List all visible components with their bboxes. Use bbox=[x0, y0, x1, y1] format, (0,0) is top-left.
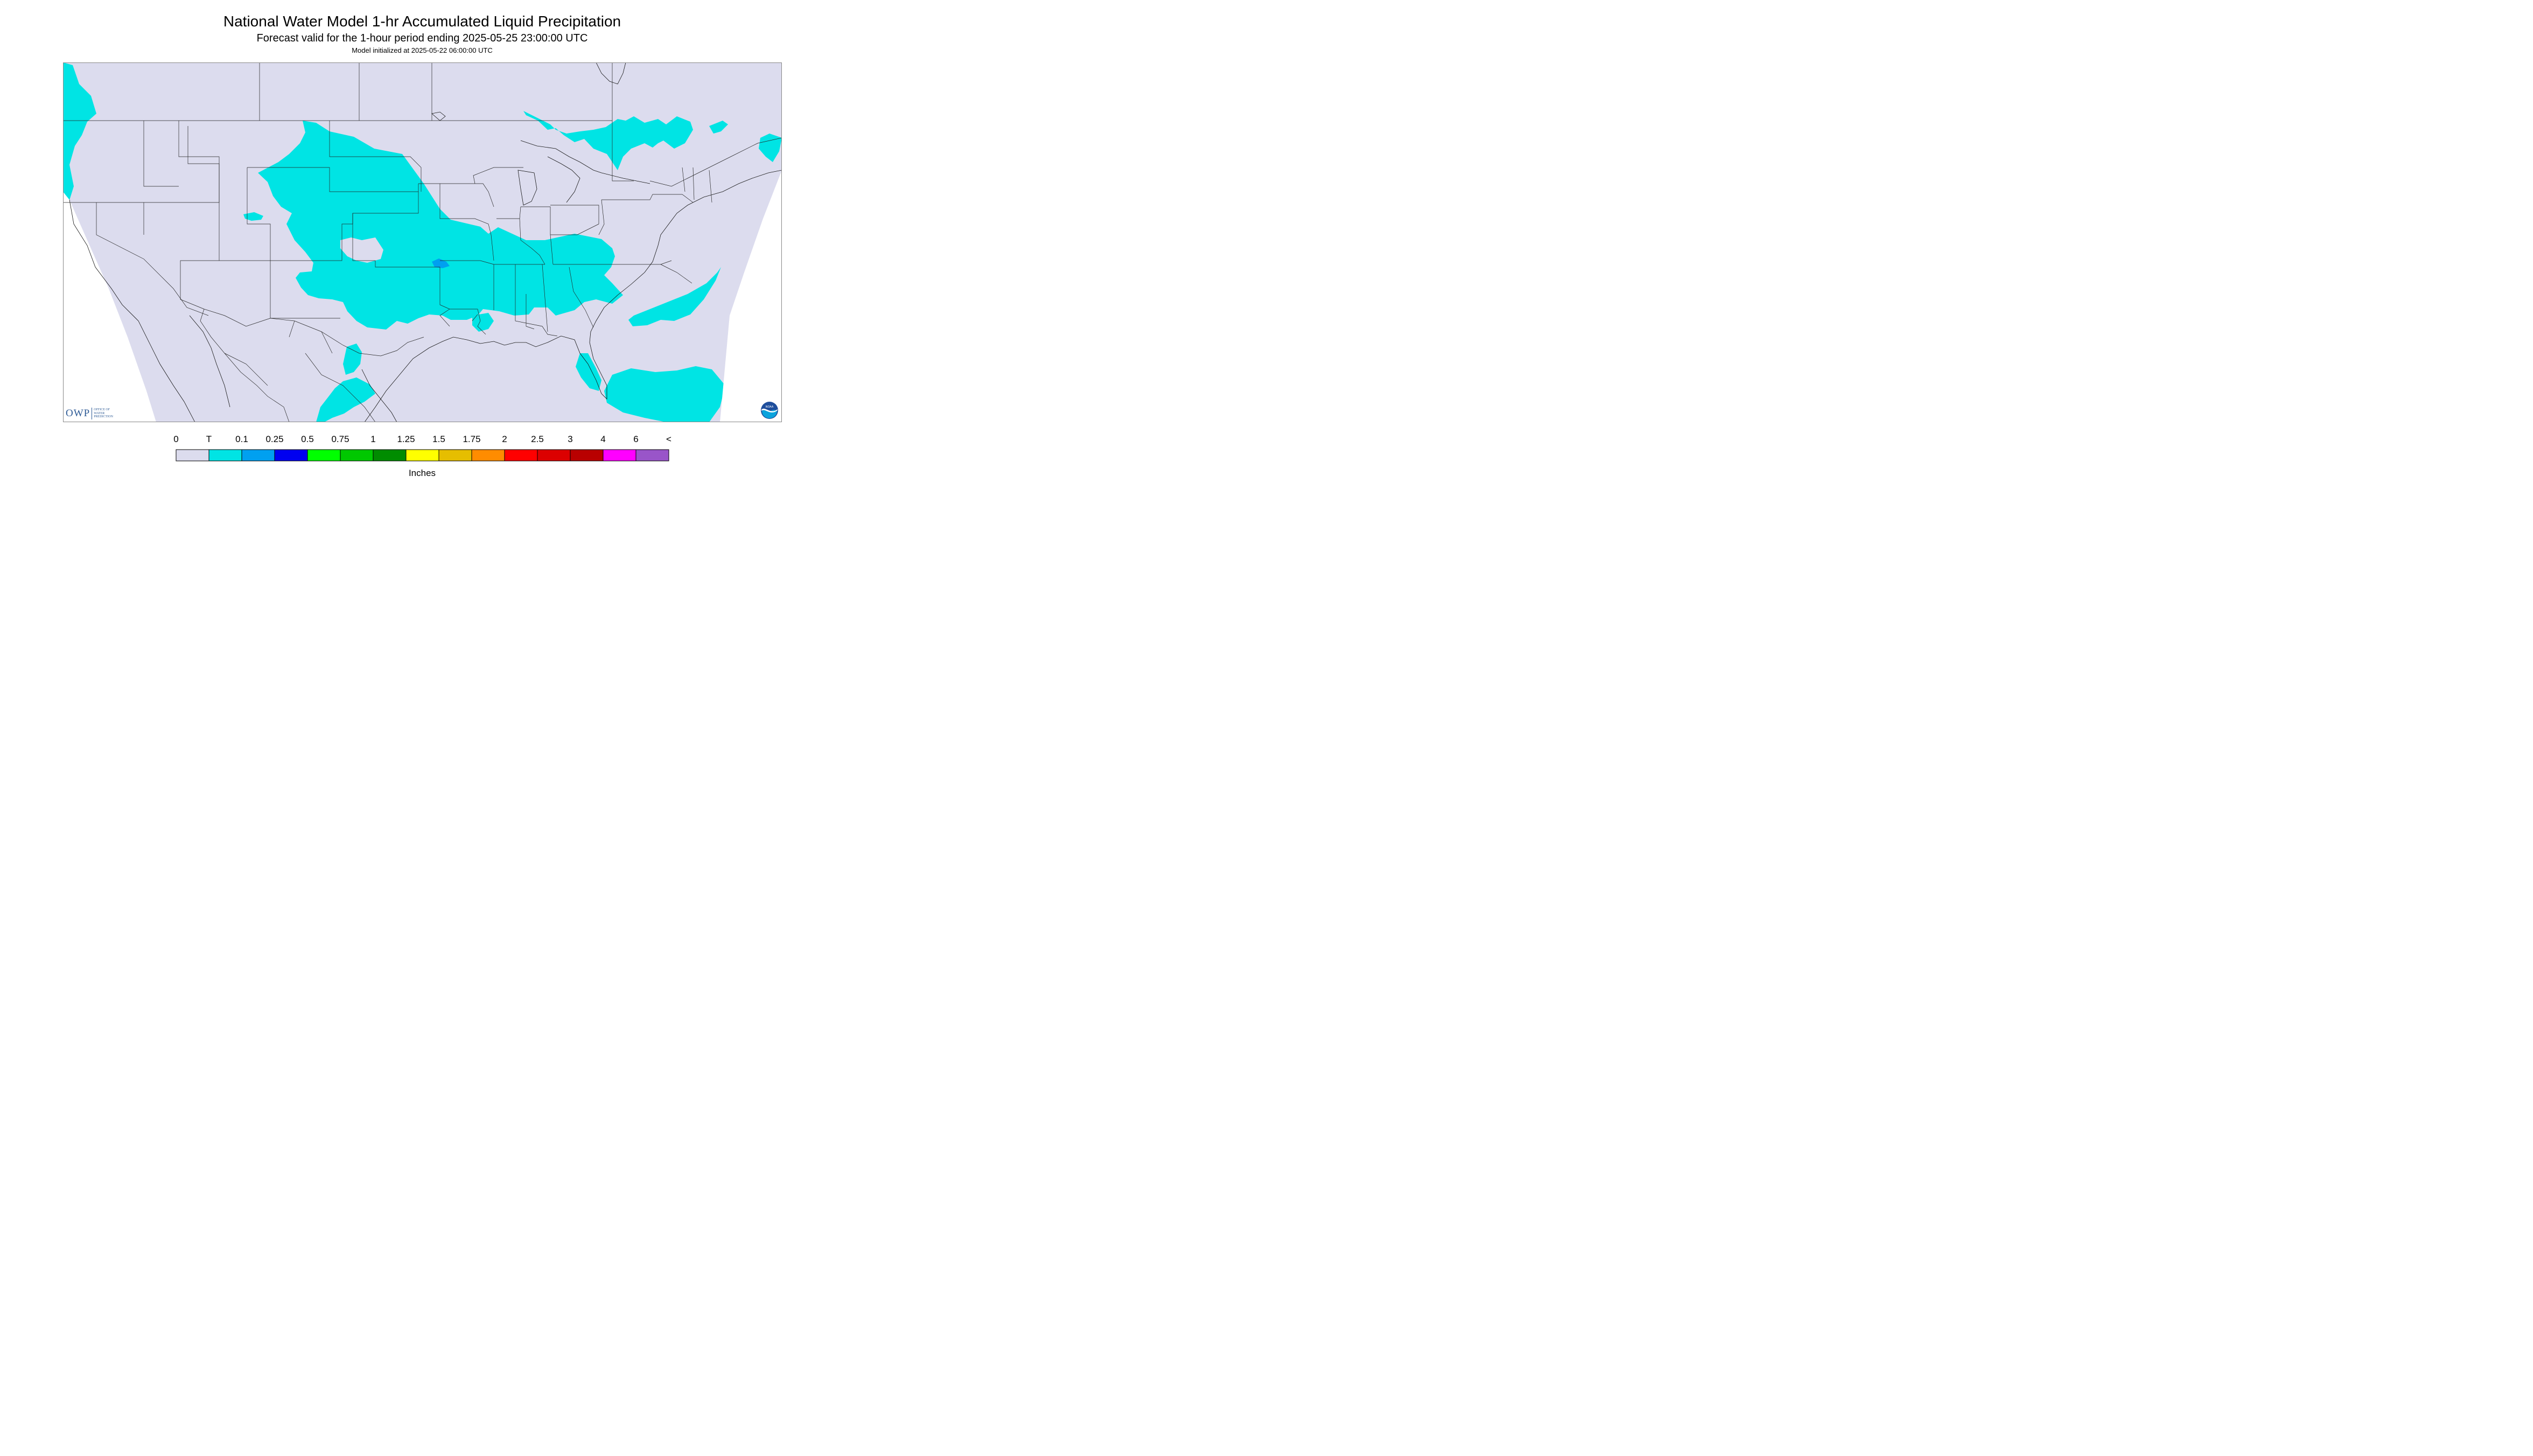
color-scale-bin bbox=[603, 449, 636, 461]
color-scale-tick-label: 4 bbox=[600, 434, 606, 444]
color-scale-tick-label: 1.75 bbox=[463, 434, 481, 444]
color-scale-bin bbox=[208, 449, 242, 461]
color-scale-bin bbox=[241, 449, 275, 461]
color-scale-tick-label: T bbox=[206, 434, 212, 444]
heavier-precip-patch bbox=[432, 258, 450, 268]
noaa-logo-text: NOAA bbox=[766, 405, 774, 409]
owp-logo: OWP OFFICE OF WATER PREDICTION bbox=[66, 408, 121, 419]
color-scale-bin bbox=[570, 449, 604, 461]
color-scale-bin bbox=[471, 449, 505, 461]
color-scale-unit-label: Inches bbox=[408, 468, 436, 478]
color-scale-tick-label: < bbox=[666, 434, 671, 444]
color-scale-tick-label: 1.5 bbox=[432, 434, 445, 444]
owp-logo-mark: OWP bbox=[66, 408, 90, 419]
color-scale-tick-label: 0.5 bbox=[301, 434, 314, 444]
color-scale-bin bbox=[176, 449, 209, 461]
color-scale-tick-label: 0 bbox=[173, 434, 179, 444]
color-scale-bin bbox=[537, 449, 571, 461]
color-scale-tick-label: 1.25 bbox=[397, 434, 415, 444]
color-scale-tick-label: 1 bbox=[370, 434, 376, 444]
owp-logo-name: OFFICE OF WATER PREDICTION bbox=[94, 408, 113, 419]
precipitation-trace-areas bbox=[63, 62, 782, 422]
color-scale-bin bbox=[635, 449, 669, 461]
color-scale-bin bbox=[405, 449, 439, 461]
noaa-logo: NOAA bbox=[761, 402, 778, 419]
coastlines bbox=[69, 62, 782, 422]
color-scale-tick-label: 2 bbox=[502, 434, 507, 444]
color-scale-bin bbox=[274, 449, 308, 461]
color-scale-bin bbox=[438, 449, 472, 461]
precipitation-map bbox=[63, 62, 782, 422]
color-scale-bin bbox=[340, 449, 374, 461]
model-init-text: Model initialized at 2025-05-22 06:00:00… bbox=[352, 46, 493, 54]
color-scale-tick-label: 0.25 bbox=[265, 434, 284, 444]
color-scale-bin bbox=[307, 449, 341, 461]
color-scale-bin bbox=[373, 449, 407, 461]
map-title: National Water Model 1-hr Accumulated Li… bbox=[223, 13, 621, 30]
forecast-valid-subtitle: Forecast valid for the 1-hour period end… bbox=[256, 32, 588, 44]
color-scale-bin bbox=[504, 449, 538, 461]
color-scale-tick-label: 0.1 bbox=[235, 434, 248, 444]
color-scale-tick-label: 2.5 bbox=[531, 434, 544, 444]
color-scale-tick-label: 3 bbox=[568, 434, 573, 444]
color-scale-tick-label: 0.75 bbox=[331, 434, 349, 444]
color-scale-tick-label: 6 bbox=[633, 434, 639, 444]
state-borders bbox=[63, 62, 782, 422]
